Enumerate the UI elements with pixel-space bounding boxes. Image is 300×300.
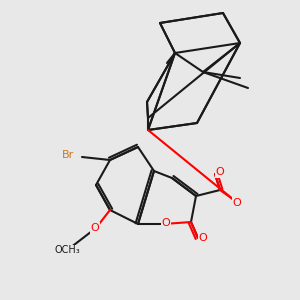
Text: O: O xyxy=(162,218,170,228)
Text: OCH₃: OCH₃ xyxy=(54,245,80,255)
Text: O: O xyxy=(216,167,224,177)
Text: Br: Br xyxy=(62,150,74,160)
Text: O: O xyxy=(199,233,207,243)
Text: O: O xyxy=(91,223,99,233)
Text: O: O xyxy=(232,198,242,208)
